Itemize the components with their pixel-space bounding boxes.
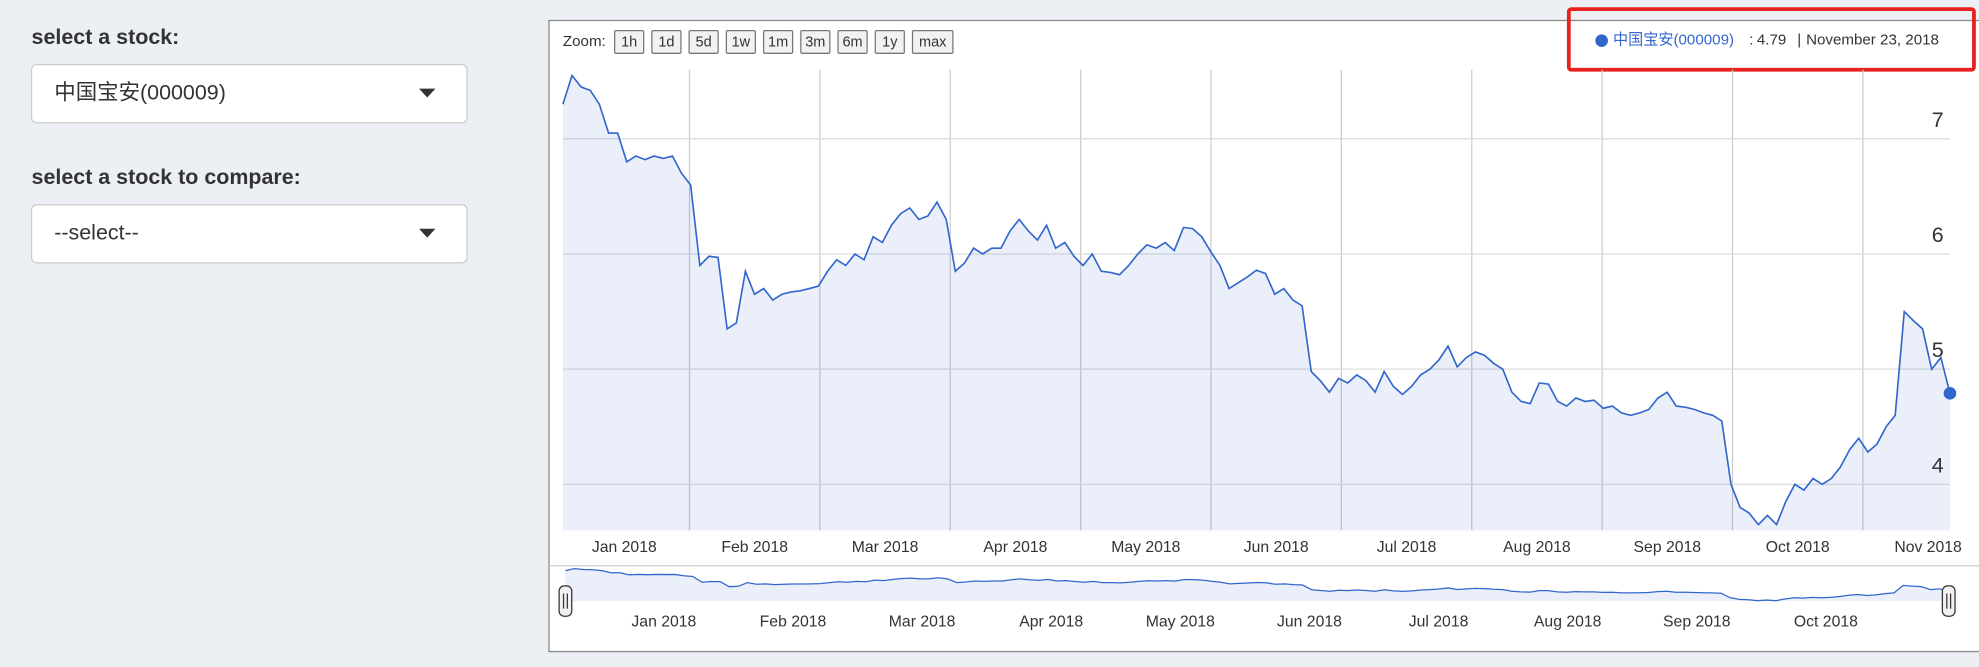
zoom-button-label: 1h xyxy=(621,34,637,50)
highlight-box xyxy=(1566,7,1976,72)
y-tick-label: 5 xyxy=(1932,338,1944,362)
zoom-button[interactable] xyxy=(762,29,794,54)
x-tick-label: Jun 2018 xyxy=(1244,539,1309,556)
zoom-button-label: 1y xyxy=(882,34,898,50)
legend-separator: | xyxy=(1797,32,1801,49)
navigator-label: Oct 2018 xyxy=(1794,614,1858,631)
zoom-button-label: 1d xyxy=(658,34,674,50)
line xyxy=(562,73,1951,527)
zoom-bar: 1h 1d 5d 1w 1m 3m 6m 1y max xyxy=(614,29,954,54)
zoom-button-label: 5d xyxy=(696,34,712,50)
navigator-label: Jun 2018 xyxy=(1277,614,1342,631)
legend-separator: : xyxy=(1749,32,1753,49)
y-tick-label: 4 xyxy=(1932,453,1944,477)
x-tick-label: Aug 2018 xyxy=(1503,539,1571,556)
navigator-handle[interactable] xyxy=(558,585,573,617)
x-tick-label: Jan 2018 xyxy=(592,539,657,556)
stock-select[interactable] xyxy=(30,64,468,124)
y-tick-label: 6 xyxy=(1932,223,1944,247)
zoom-button[interactable] xyxy=(688,29,719,54)
x-tick-label: Sep 2018 xyxy=(1634,539,1702,556)
x-tick-label: Oct 2018 xyxy=(1766,539,1830,556)
dropdown-arrow xyxy=(419,228,436,238)
x-tick-label: Nov 2018 xyxy=(1894,539,1962,556)
navigator-label: Apr 2018 xyxy=(1019,614,1083,631)
zoom-button[interactable] xyxy=(651,29,682,54)
zoom-button-label: max xyxy=(919,34,947,50)
compare-label: select a stock to compare: xyxy=(32,165,301,189)
zoom-button-label: 3m xyxy=(805,34,825,50)
zoom-label: Zoom: xyxy=(563,33,606,50)
navigator-label: Mar 2018 xyxy=(889,614,956,631)
dropdown-arrow xyxy=(419,88,436,98)
navigator-label: Feb 2018 xyxy=(760,614,827,631)
x-tick-label: May 2018 xyxy=(1111,539,1180,556)
navigator-label: Aug 2018 xyxy=(1534,614,1602,631)
area xyxy=(562,75,1950,531)
legend-series: 中国宝安(000009) xyxy=(1613,32,1734,49)
navigator-label: Sep 2018 xyxy=(1663,614,1731,631)
hover-point xyxy=(1943,387,1957,400)
legend-date: November 23, 2018 xyxy=(1806,32,1939,49)
stock-label: select a stock: xyxy=(32,25,180,49)
chart-frame xyxy=(548,19,1979,653)
compare-select[interactable] xyxy=(30,204,468,264)
navigator-label: May 2018 xyxy=(1146,614,1215,631)
zoom-button[interactable] xyxy=(614,29,645,54)
navigator-handle[interactable] xyxy=(1941,585,1956,617)
y-tick-label: 7 xyxy=(1932,108,1944,132)
zoom-button[interactable] xyxy=(725,29,757,54)
plot: Jan 2018 Feb 2018 Mar 2018 Apr 2018 May 2018… xyxy=(549,69,1979,631)
zoom-button-label: 1m xyxy=(768,34,788,50)
zoom-button-label: 6m xyxy=(842,34,862,50)
zoom-button[interactable] xyxy=(874,29,905,54)
navigator-label: Jan 2018 xyxy=(631,614,696,631)
zoom-button-label: 1w xyxy=(732,34,751,50)
legend-value: 4.79 xyxy=(1757,32,1786,49)
x-tick-label: Feb 2018 xyxy=(721,539,788,556)
zoom-button[interactable] xyxy=(837,29,868,54)
zoom-button[interactable] xyxy=(800,29,831,54)
stock-select-value: 中国宝安(000009) xyxy=(54,80,226,104)
x-tick-label: Jul 2018 xyxy=(1377,539,1437,556)
zoom-button[interactable] xyxy=(911,29,954,54)
navigator-label: Jul 2018 xyxy=(1409,614,1469,631)
legend-marker xyxy=(1595,34,1608,47)
x-tick-label: Apr 2018 xyxy=(983,539,1047,556)
navigator-line xyxy=(565,567,1949,602)
compare-select-value: --select-- xyxy=(54,220,139,244)
x-tick-label: Mar 2018 xyxy=(852,539,919,556)
